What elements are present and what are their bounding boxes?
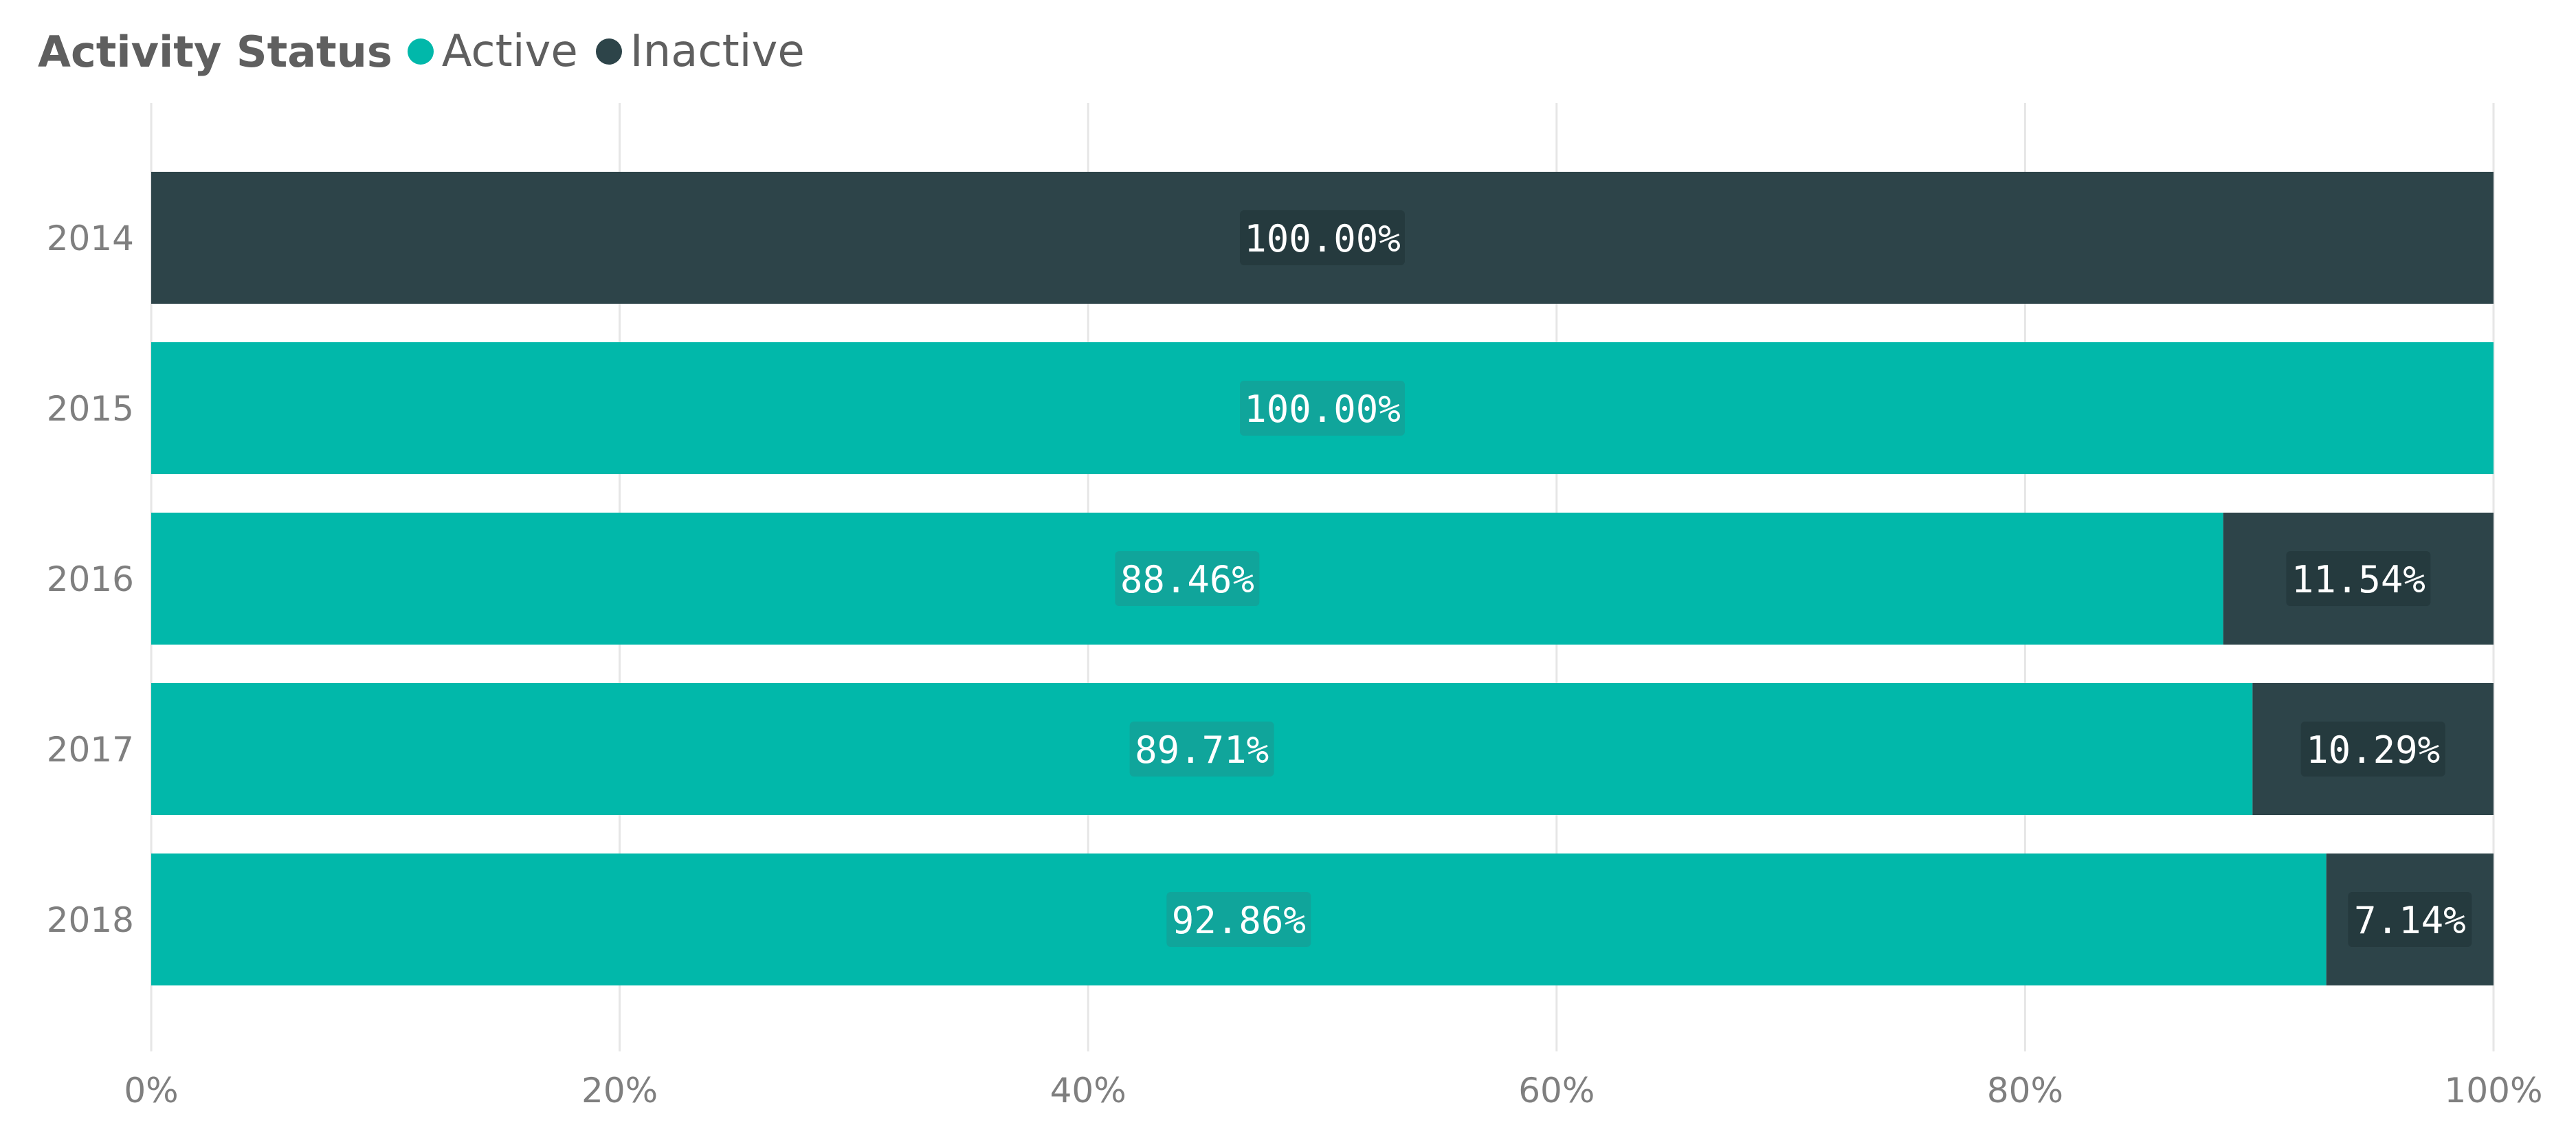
legend-label-active: Active — [441, 26, 578, 77]
data-label-inactive-2017: 10.29% — [2306, 728, 2440, 772]
legend-dot-active — [407, 38, 434, 65]
data-label-bg — [2300, 722, 2445, 777]
data-label-inactive-2018: 7.14% — [2354, 899, 2466, 942]
data-label-bg — [1115, 551, 1260, 606]
data-label-active-2016: 88.46% — [1120, 558, 1254, 601]
axes: 0% 20% 40% 60% 80% 100% 2014 2015 2016 2017 2018 — [47, 219, 2543, 1111]
legend-dot-inactive — [595, 38, 622, 65]
x-tick-label: 20% — [581, 1071, 658, 1111]
legend-title: Activity Status — [38, 26, 392, 77]
data-label-bg — [2348, 892, 2472, 947]
legend-item-inactive[interactable]: Inactive — [595, 26, 805, 77]
data-label-bg — [1240, 381, 1405, 436]
x-tick-label: 60% — [1518, 1071, 1595, 1111]
x-tick-label: 0% — [124, 1071, 178, 1111]
x-tick-label: 40% — [1050, 1071, 1126, 1111]
data-label-bg — [2286, 551, 2431, 606]
data-label-inactive-2016: 11.54% — [2291, 558, 2425, 601]
chart-legend: Activity Status Active Inactive — [38, 21, 823, 82]
y-tick-label: 2017 — [47, 730, 134, 770]
legend-item-active[interactable]: Active — [407, 26, 578, 77]
data-label-bg — [1129, 722, 1274, 777]
legend-label-inactive: Inactive — [630, 26, 805, 77]
y-tick-label: 2016 — [47, 559, 134, 599]
bars — [151, 172, 2494, 985]
data-label-bg — [1166, 892, 1311, 947]
x-tick-label: 100% — [2445, 1071, 2543, 1111]
data-label-active-2015: 100.00% — [1244, 388, 1401, 431]
x-tick-label: 80% — [1987, 1071, 2063, 1111]
data-labels: 100.00% 100.00% 88.46% 11.54% 89.71% 10.29% 92… — [1115, 210, 2472, 947]
data-label-active-2017: 89.71% — [1135, 728, 1269, 772]
y-tick-label: 2018 — [47, 900, 134, 940]
data-label-bg — [1240, 210, 1405, 265]
data-label-inactive-2014: 100.00% — [1244, 217, 1401, 260]
data-label-active-2018: 92.86% — [1172, 899, 1306, 942]
y-tick-label: 2014 — [47, 219, 134, 258]
y-tick-label: 2015 — [47, 389, 134, 429]
